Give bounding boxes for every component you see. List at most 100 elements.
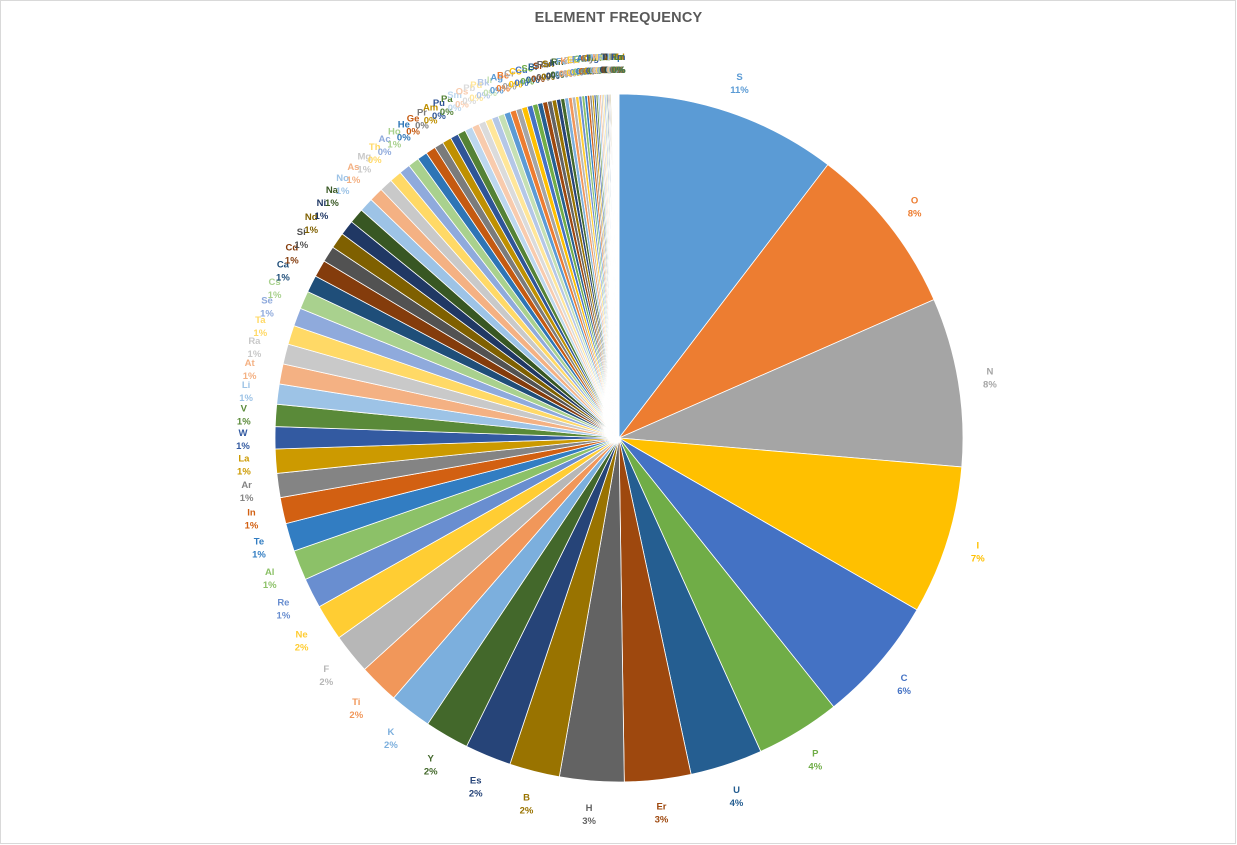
data-label-zr: Zr 0% — [605, 52, 619, 76]
data-label-percent: 0% — [586, 66, 600, 77]
data-label-name: Pm — [610, 52, 625, 63]
data-label-percent: 0% — [597, 65, 611, 76]
data-label-os: Os 0% — [455, 86, 469, 110]
data-label-percent: 0% — [496, 83, 510, 94]
pie-slice-n[interactable] — [618, 299, 964, 468]
data-label-percent: 0% — [566, 68, 580, 79]
data-label-name: Pr — [417, 108, 427, 119]
data-label-name: Be — [497, 70, 509, 81]
data-label-he: He 0% — [397, 120, 411, 144]
data-label-pb: Pb 0% — [462, 83, 476, 107]
data-label-name: La — [238, 453, 250, 464]
data-label-pr: Pr 0% — [415, 108, 429, 132]
data-label-name: Zn — [564, 55, 576, 66]
data-label-na: Na 1% — [325, 185, 339, 209]
data-label-kr: Kr 0% — [559, 56, 573, 80]
data-label-np: Np 0% — [610, 52, 624, 76]
data-label-name: Na — [326, 185, 339, 196]
data-label-percent: 8% — [983, 379, 997, 390]
data-label-percent: 0% — [509, 80, 523, 91]
data-label-b: B 2% — [520, 792, 534, 816]
data-label-percent: 2% — [520, 805, 534, 816]
data-label-name: Sb — [599, 52, 611, 63]
pie-slice-i[interactable] — [618, 437, 963, 611]
data-label-ne: Ne 2% — [295, 630, 309, 654]
data-label-percent: 0% — [598, 65, 612, 76]
data-label-ra: Ra 1% — [248, 336, 262, 360]
data-label-ir: Ir 0% — [546, 58, 560, 82]
data-label-percent: 7% — [971, 554, 985, 565]
data-labels: S 11%O 8%N 8%I 7%C 6%P 4%U 4%Er 3%H 3%B 2%Es 2%Y 2%K… — [236, 52, 997, 827]
data-label-nb: Nb 0% — [592, 53, 606, 77]
data-label-percent: 0% — [602, 65, 616, 76]
data-label-percent: 0% — [573, 67, 587, 78]
data-label-s: S 11% — [730, 72, 749, 96]
pie-slice-c[interactable] — [618, 437, 918, 708]
data-label-percent: 0% — [584, 66, 598, 77]
data-label-percent: 0% — [368, 155, 382, 166]
data-label-name: Th — [369, 142, 381, 153]
data-label-name: Am — [423, 103, 438, 114]
data-label-name: Y — [428, 754, 435, 765]
data-label-ga: Ga 0% — [573, 54, 587, 78]
data-label-percent: 0% — [448, 103, 462, 114]
data-label-no: No 1% — [336, 173, 350, 197]
data-label-name: B — [523, 792, 530, 803]
data-label-percent: 0% — [600, 65, 614, 76]
data-label-percent: 1% — [260, 309, 274, 320]
data-label-am: Am 0% — [423, 103, 438, 127]
pie-slice-s[interactable] — [618, 93, 829, 440]
data-label-percent: 2% — [349, 710, 363, 721]
data-label-percent: 1% — [252, 550, 266, 561]
data-label-zn: Zn 0% — [563, 55, 577, 79]
data-label-tb: Tb 0% — [600, 52, 614, 76]
data-label-name: Cr — [504, 68, 515, 79]
data-label-name: Re — [277, 598, 289, 609]
data-label-percent: 0% — [378, 147, 392, 158]
data-label-name: Rh — [596, 52, 609, 63]
data-label-ta: Ta 1% — [253, 315, 267, 339]
data-label-percent: 1% — [325, 198, 339, 209]
data-label-percent: 0% — [612, 65, 626, 76]
data-label-percent: 3% — [655, 815, 669, 826]
data-label-h: H 3% — [582, 803, 596, 827]
data-label-in: In 1% — [245, 508, 259, 532]
data-label-percent: 0% — [424, 116, 438, 127]
data-label-name: Pd — [470, 80, 482, 91]
data-label-rn: Rn 0% — [550, 57, 564, 81]
data-label-name: Pu — [433, 98, 445, 109]
data-label-percent: 0% — [546, 71, 560, 82]
data-label-yb: Yb 0% — [604, 52, 618, 76]
data-label-percent: 0% — [610, 65, 624, 76]
data-label-pu: Pu 0% — [432, 98, 446, 122]
data-label-percent: 2% — [469, 789, 483, 800]
data-label-name: Sr — [533, 61, 543, 72]
data-label-c: C 6% — [897, 673, 911, 697]
data-label-name: Tm — [602, 52, 616, 63]
data-label-p: P 4% — [808, 749, 822, 773]
data-label-name: No — [336, 173, 349, 184]
data-label-li: Li 1% — [239, 380, 253, 404]
data-label-se: Se 1% — [260, 296, 274, 320]
data-label-name: P — [812, 749, 819, 760]
data-label-name: O — [911, 196, 918, 207]
data-label-as: As 1% — [347, 162, 361, 186]
data-label-u: U 4% — [730, 785, 744, 809]
data-label-name: S — [736, 72, 742, 83]
data-label-name: Er — [656, 802, 666, 813]
data-label-percent: 0% — [397, 133, 411, 144]
data-label-gd: Gd 0% — [584, 53, 598, 77]
data-label-name: Mn — [588, 53, 602, 64]
data-label-name: Bk — [477, 77, 490, 88]
data-label-percent: 0% — [606, 65, 620, 76]
data-label-ce: Ce 0% — [609, 52, 623, 76]
data-label-ca: Ca 1% — [276, 260, 290, 284]
data-label-name: Br — [610, 52, 621, 63]
data-label-name: Lr — [614, 52, 624, 63]
data-label-sb: Sb 0% — [598, 52, 612, 76]
pie-slice-o[interactable] — [618, 164, 935, 439]
data-label-i: I 7% — [971, 541, 985, 565]
data-label-sn: Sn 0% — [541, 59, 555, 83]
data-label-y: Y 2% — [424, 754, 438, 778]
